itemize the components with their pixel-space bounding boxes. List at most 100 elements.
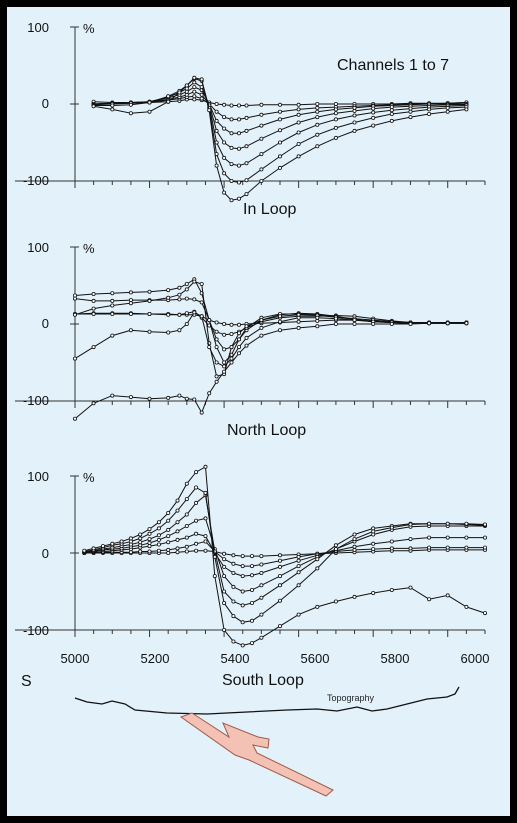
data-point [184, 311, 189, 316]
data-point [229, 198, 234, 203]
data-point [166, 395, 171, 400]
x-tick-label: 5200 [141, 651, 170, 666]
y-axis-unit: % [83, 21, 95, 36]
data-point [259, 318, 264, 323]
data-point [91, 306, 96, 311]
data-point [222, 102, 227, 107]
data-point [315, 557, 320, 562]
data-point [194, 470, 199, 475]
panel-in-loop-axes [15, 26, 486, 188]
data-point [194, 548, 199, 553]
data-point [147, 100, 152, 105]
data-point [231, 584, 236, 589]
data-point [199, 281, 204, 286]
data-point [110, 298, 115, 303]
data-point [389, 108, 394, 113]
data-point [177, 285, 182, 290]
data-point [147, 537, 152, 542]
data-point [166, 94, 171, 99]
data-point [259, 123, 264, 128]
data-point [175, 550, 180, 555]
panel-title-in-loop: In Loop [243, 201, 296, 218]
data-point [482, 545, 487, 550]
data-point [91, 401, 96, 406]
data-point [194, 541, 199, 546]
data-point [128, 301, 133, 306]
data-point [229, 162, 234, 167]
data-point [214, 320, 219, 325]
data-point [296, 120, 301, 125]
data-point [184, 296, 189, 301]
data-point [199, 300, 204, 305]
data-point [315, 115, 320, 120]
data-point [249, 554, 254, 559]
y-axis-unit: % [83, 470, 95, 485]
data-point [296, 583, 301, 588]
data-point [408, 115, 413, 120]
y-axis-unit: % [83, 241, 95, 256]
data-point [445, 521, 450, 526]
data-point [277, 583, 282, 588]
data-point [177, 90, 182, 95]
data-point [222, 171, 227, 176]
data-point [464, 321, 469, 326]
data-point [214, 128, 219, 133]
data-point [240, 574, 245, 579]
data-point [156, 548, 161, 553]
data-point [244, 192, 249, 197]
data-point [101, 544, 106, 549]
data-point [119, 539, 124, 544]
data-point [259, 583, 264, 588]
data-point [236, 337, 241, 342]
data-point [352, 544, 357, 549]
data-point [192, 85, 197, 90]
data-point [315, 102, 320, 107]
data-point [175, 520, 180, 525]
data-point [175, 498, 180, 503]
data-point [166, 288, 171, 293]
data-point [214, 163, 219, 168]
data-point [229, 103, 234, 108]
data-point [371, 115, 376, 120]
data-point [166, 518, 171, 523]
x-tick-label: 5600 [301, 651, 330, 666]
data-point [371, 547, 376, 552]
data-point [207, 108, 212, 113]
data-point [229, 331, 234, 336]
data-point [214, 379, 219, 384]
series-line-channel-4 [74, 278, 467, 364]
data-point [229, 322, 234, 327]
data-point [259, 612, 264, 617]
data-point [333, 111, 338, 116]
y-tick-label: 0 [42, 316, 49, 331]
data-point [222, 140, 227, 145]
data-point [214, 118, 219, 123]
data-point [222, 364, 227, 369]
data-point [277, 165, 282, 170]
data-point [229, 117, 234, 122]
data-point [147, 311, 152, 316]
data-point [214, 337, 219, 342]
data-point [464, 604, 469, 609]
data-point [296, 154, 301, 159]
data-point [192, 279, 197, 284]
data-point [128, 102, 133, 107]
data-point [110, 541, 115, 546]
data-point [408, 109, 413, 114]
data-point [229, 178, 234, 183]
data-point [371, 591, 376, 596]
data-point [138, 540, 143, 545]
data-point [192, 75, 197, 80]
data-point [203, 534, 208, 539]
data-point [214, 109, 219, 114]
series-line-channel-5 [93, 81, 467, 167]
data-point [244, 144, 249, 149]
data-point [464, 545, 469, 550]
data-point [222, 589, 227, 594]
data-point [73, 356, 78, 361]
data-point [352, 128, 357, 133]
data-point [175, 508, 180, 513]
data-point [184, 512, 189, 517]
data-point [236, 345, 241, 350]
data-point [91, 345, 96, 350]
